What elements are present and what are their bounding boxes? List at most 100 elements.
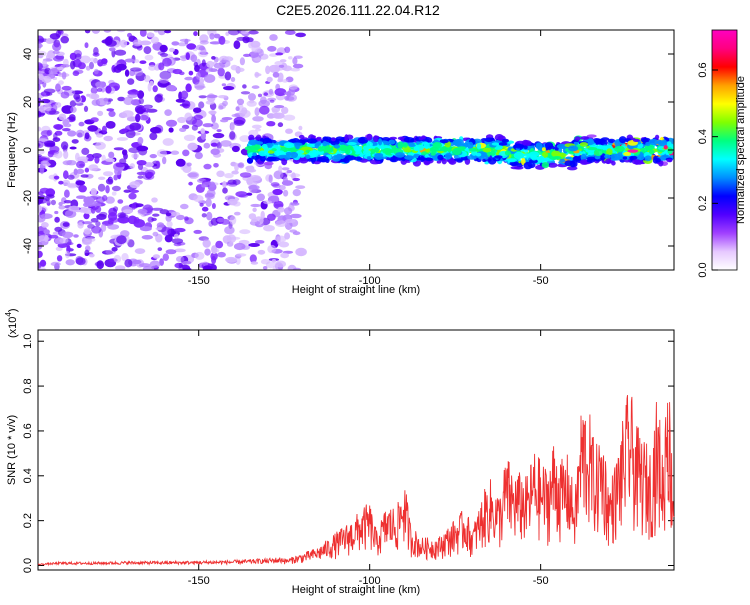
noise-blob [216, 170, 225, 178]
noise-blob [62, 179, 70, 186]
noise-blob [230, 77, 236, 82]
signal-blob [604, 154, 611, 159]
signal-blob [366, 155, 372, 161]
noise-blob [137, 136, 144, 145]
signal-blob [247, 157, 253, 164]
noise-blob [78, 185, 87, 193]
noise-blob [205, 100, 215, 105]
noise-blob [131, 153, 140, 159]
noise-blob [123, 96, 134, 106]
signal-blob [259, 156, 267, 162]
noise-blob [123, 152, 128, 160]
noise-blob [211, 114, 217, 123]
signal-blob [475, 152, 482, 157]
noise-blob [241, 107, 248, 115]
signal-blob [538, 155, 545, 162]
signal-blob [306, 143, 316, 148]
noise-blob [47, 151, 54, 158]
noise-blob [103, 30, 112, 33]
noise-blob [105, 178, 114, 185]
noise-blob [54, 237, 66, 245]
noise-blob [202, 239, 211, 248]
svg-text:(x104): (x104) [4, 308, 19, 338]
noise-blob [201, 206, 209, 212]
noise-blob [159, 209, 170, 215]
noise-blob [139, 60, 147, 64]
noise-blob [67, 130, 77, 137]
noise-blob [223, 86, 235, 91]
noise-blob [243, 53, 251, 58]
noise-blob [209, 181, 216, 188]
noise-blob [38, 110, 42, 118]
chart-title: C2E5.2026.111.22.04.R12 [276, 2, 440, 18]
signal-blob [598, 139, 606, 143]
y-tick-label: 0.6 [22, 423, 34, 438]
noise-blob [283, 189, 289, 197]
noise-blob [235, 191, 248, 198]
signal-blob [513, 143, 525, 149]
noise-blob [193, 229, 202, 234]
noise-blob [211, 122, 219, 130]
noise-blob [40, 259, 46, 266]
noise-blob [198, 50, 209, 58]
noise-blob [151, 217, 157, 222]
signal-blob [309, 150, 317, 157]
noise-blob [209, 33, 215, 40]
signal-blob [502, 138, 509, 143]
noise-blob [63, 150, 69, 159]
noise-blob [251, 124, 262, 129]
noise-blob [236, 36, 248, 41]
noise-blob [64, 209, 77, 218]
noise-blob [224, 71, 232, 81]
noise-blob [40, 130, 52, 137]
colorbar-gradient [711, 29, 738, 271]
noise-blob [233, 242, 246, 251]
noise-blob [63, 200, 72, 204]
noise-blob [217, 67, 225, 77]
noise-blob [76, 243, 82, 248]
noise-blob [248, 30, 259, 35]
signal-blob [644, 155, 652, 162]
signal-blob [607, 138, 616, 143]
signal-blob [579, 159, 589, 165]
y-tick-label: 0 [22, 147, 34, 153]
noise-blob [176, 214, 185, 221]
snr-ylabel: SNR (10 * v/v) [6, 415, 18, 485]
noise-blob [112, 206, 119, 212]
noise-blob [171, 41, 180, 46]
signal-blob [346, 142, 357, 146]
noise-blob [222, 187, 228, 194]
noise-blob [248, 93, 256, 101]
noise-blob [274, 260, 287, 268]
signal-blob [432, 142, 442, 149]
noise-blob [274, 195, 279, 203]
signal-blob [510, 166, 522, 170]
noise-blob [145, 108, 158, 113]
noise-blob [165, 249, 177, 255]
noise-blob [170, 211, 181, 217]
noise-blob [91, 87, 96, 91]
noise-blob [66, 160, 77, 166]
noise-blob [117, 96, 126, 102]
signal-blob [305, 154, 311, 160]
signal-blob [544, 142, 554, 149]
noise-blob [212, 132, 225, 139]
noise-blob [224, 226, 235, 235]
noise-blob [274, 105, 285, 109]
noise-blob [272, 112, 285, 119]
noise-blob [156, 149, 167, 158]
noise-blob [252, 207, 257, 212]
noise-blob [154, 94, 163, 103]
noise-blob [105, 158, 115, 163]
signal-blob [413, 145, 419, 152]
noise-blob [136, 160, 147, 166]
noise-blob [251, 45, 262, 53]
noise-blob [162, 138, 174, 146]
noise-blob [155, 160, 161, 169]
noise-blob [186, 162, 192, 167]
signal-blob [395, 152, 405, 158]
signal-blob [600, 153, 606, 161]
noise-blob [267, 45, 277, 52]
noise-blob [250, 203, 261, 208]
noise-blob [269, 99, 275, 103]
